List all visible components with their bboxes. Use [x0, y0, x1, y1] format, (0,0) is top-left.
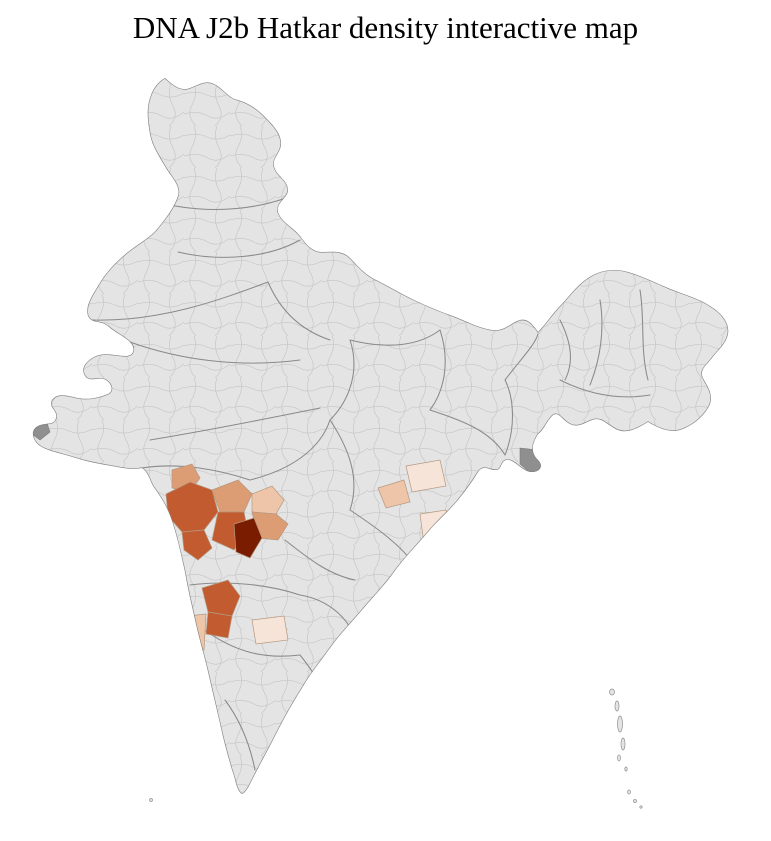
district-density-1[interactable] — [251, 615, 289, 645]
page-title: DNA J2b Hatkar density interactive map — [132, 10, 639, 45]
district-density-4[interactable] — [205, 611, 233, 639]
district-density-2[interactable] — [377, 479, 411, 509]
district-grid — [32, 78, 729, 794]
island-chain — [149, 688, 643, 809]
district-density-2[interactable] — [187, 613, 207, 651]
district-density-1[interactable] — [405, 459, 447, 493]
district-density-1[interactable] — [419, 509, 451, 545]
district-density-5[interactable] — [233, 517, 263, 559]
district-density-4[interactable] — [181, 529, 213, 561]
district-density-4[interactable] — [201, 579, 241, 617]
district-density-2[interactable] — [251, 485, 285, 515]
district-density-3[interactable] — [211, 479, 253, 513]
